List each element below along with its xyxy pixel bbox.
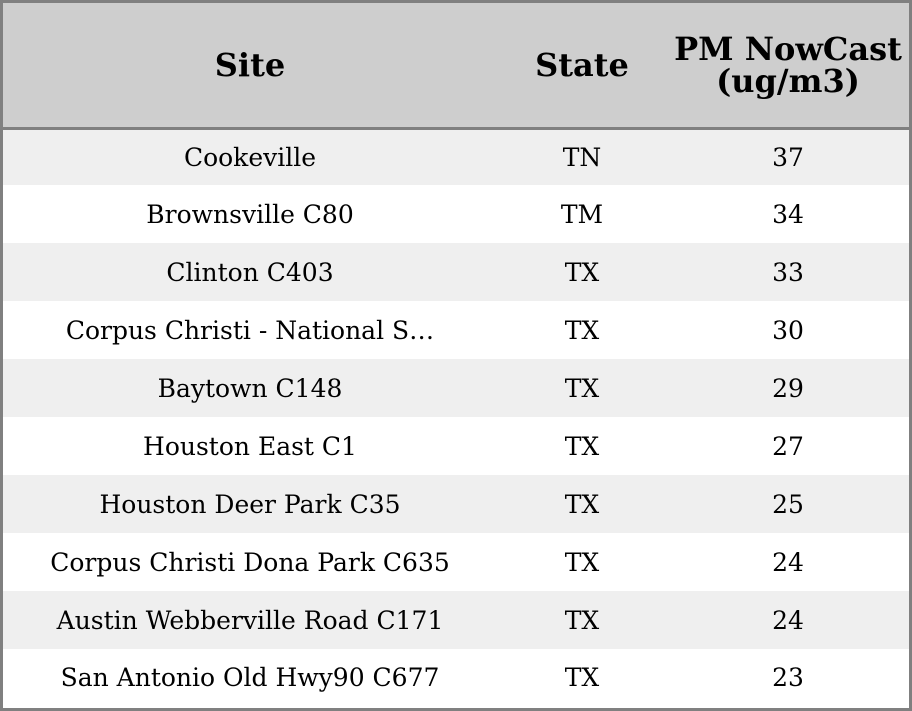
cell-site: Corpus Christi Dona Park C635	[50, 547, 450, 577]
table-row: Baytown C148 TX 29	[3, 359, 909, 417]
cell-state: TX	[564, 605, 600, 635]
cell-state: TX	[564, 373, 600, 403]
column-header-site: Site	[3, 3, 497, 130]
cell-site: Brownsville C80	[146, 199, 354, 229]
cell-pm-nowcast: 30	[772, 315, 804, 345]
table-row: Corpus Christi - National S… TX 30	[3, 301, 909, 359]
cell-pm-nowcast: 25	[772, 489, 804, 519]
table-row: San Antonio Old Hwy90 C677 TX 23	[3, 649, 909, 706]
table-header-row: Site State PM NowCast (ug/m3)	[3, 3, 909, 130]
cell-site: Houston East C1	[143, 431, 357, 461]
cell-site: Austin Webberville Road C171	[56, 605, 444, 635]
cell-state: TN	[562, 142, 602, 172]
cell-pm-nowcast: 24	[772, 547, 804, 577]
cell-state: TX	[564, 315, 600, 345]
column-header-pm-nowcast: PM NowCast (ug/m3)	[667, 3, 909, 130]
cell-pm-nowcast: 27	[772, 431, 804, 461]
cell-state: TX	[564, 257, 600, 287]
table-row: Houston East C1 TX 27	[3, 417, 909, 475]
cell-pm-nowcast: 29	[772, 373, 804, 403]
cell-state: TX	[564, 489, 600, 519]
cell-state: TX	[564, 663, 600, 692]
cell-site: Houston Deer Park C35	[99, 489, 401, 519]
cell-pm-nowcast: 23	[772, 663, 804, 692]
cell-state: TM	[560, 199, 604, 229]
column-header-state: State	[497, 3, 667, 130]
cell-site: Baytown C148	[157, 373, 343, 403]
cell-pm-nowcast: 24	[772, 605, 804, 635]
table-row: Austin Webberville Road C171 TX 24	[3, 591, 909, 649]
cell-state: TX	[564, 431, 600, 461]
cell-pm-nowcast: 33	[772, 257, 804, 287]
cell-pm-nowcast: 37	[772, 142, 804, 172]
cell-site: San Antonio Old Hwy90 C677	[60, 663, 440, 692]
table-row: Brownsville C80 TM 34	[3, 185, 909, 243]
cell-pm-nowcast: 34	[772, 199, 804, 229]
table-row: Houston Deer Park C35 TX 25	[3, 475, 909, 533]
cell-site: Cookeville	[183, 142, 317, 172]
cell-site: Clinton C403	[166, 257, 334, 287]
table-body: Cookeville TN 37 Brownsville C80 TM 34 Clinton…	[3, 128, 909, 706]
table-row: Cookeville TN 37	[3, 128, 909, 185]
pm-nowcast-table: Site State PM NowCast (ug/m3) Cookeville…	[3, 3, 909, 706]
table-row: Corpus Christi Dona Park C635 TX 24	[3, 533, 909, 591]
cell-site: Corpus Christi - National S…	[65, 315, 435, 345]
table-row: Clinton C403 TX 33	[3, 243, 909, 301]
cell-state: TX	[564, 547, 600, 577]
